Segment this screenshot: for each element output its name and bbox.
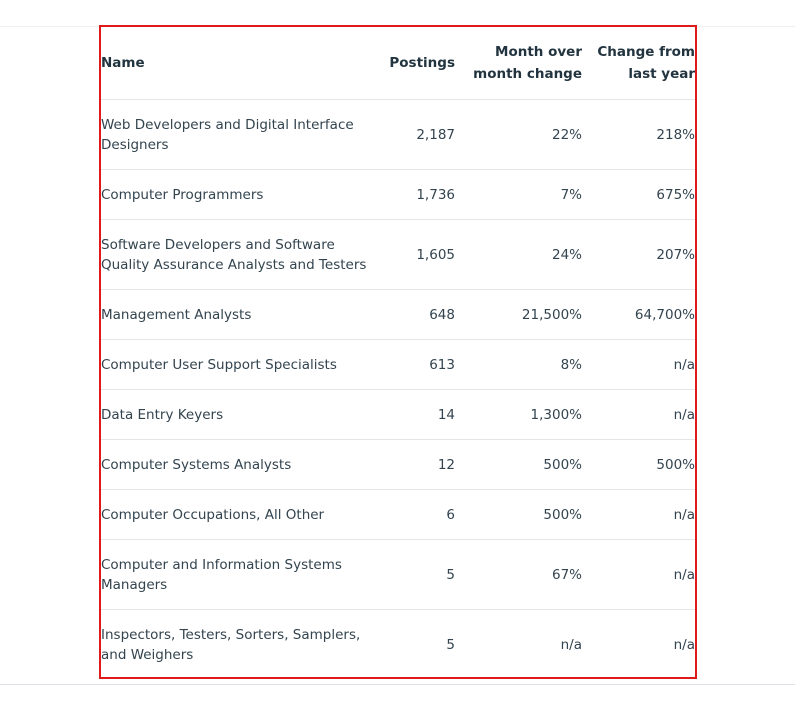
table-row: Computer Systems Analysts 12 500% 500% [101,439,695,490]
table-row: Management Analysts 648 21,500% 64,700% [101,289,695,340]
header-name[interactable]: Name [101,27,386,100]
cell-name: Computer and Information Systems Manager… [101,539,386,610]
table-row: Computer User Support Specialists 613 8%… [101,339,695,390]
cell-postings: 613 [386,339,455,390]
cell-mom: 500% [455,439,582,490]
cell-yoy: n/a [582,489,695,540]
cell-yoy: 675% [582,169,695,220]
cell-postings: 14 [386,389,455,440]
cell-name: Data Entry Keyers [101,389,386,440]
table-row: Computer Programmers 1,736 7% 675% [101,169,695,220]
header-yoy-line2: last year [628,66,695,82]
cell-mom: 24% [455,219,582,290]
bottom-divider [0,684,795,685]
cell-mom: 22% [455,99,582,170]
cell-mom: 21,500% [455,289,582,340]
cell-yoy: n/a [673,636,695,653]
cell-name: Management Analysts [101,289,386,340]
cell-mom: 7% [455,169,582,220]
cell-yoy: 64,700% [582,289,695,340]
cell-mom: 67% [455,539,582,610]
cell-postings: 5 [446,636,455,653]
cell-postings: 5 [386,539,455,610]
table-row: Computer Occupations, All Other 6 500% n… [101,489,695,540]
cell-postings: 6 [386,489,455,540]
cell-name: Inspectors, Testers, Sorters, Samplers, … [101,626,361,663]
cell-yoy: n/a [582,389,695,440]
cell-postings: 1,605 [386,219,455,290]
cell-name: Web Developers and Digital Interface Des… [101,99,386,170]
table-row: Inspectors, Testers, Sorters, Samplers, … [101,610,695,678]
cell-mom: n/a [560,636,582,653]
cell-postings: 2,187 [386,99,455,170]
table-row: Computer and Information Systems Manager… [101,539,695,610]
cell-yoy: 207% [582,219,695,290]
table-row: Web Developers and Digital Interface Des… [101,99,695,170]
cell-name: Computer Systems Analysts [101,439,386,490]
cell-mom: 1,300% [455,389,582,440]
header-change-from-last-year[interactable]: Change from last year [582,27,695,100]
cell-name: Computer Occupations, All Other [101,489,386,540]
cell-mom: 500% [455,489,582,540]
cell-postings: 648 [386,289,455,340]
header-postings[interactable]: Postings [386,27,455,100]
cell-mom: 8% [455,339,582,390]
header-month-over-month[interactable]: Month over month change [455,27,582,100]
header-mom-line1: Month over [495,44,582,60]
cell-name: Software Developers and Software Quality… [101,219,386,290]
highlighted-table-frame: Name Postings Month over month change Ch… [99,25,697,679]
table-row: Software Developers and Software Quality… [101,219,695,290]
cell-yoy: 218% [582,99,695,170]
header-yoy-line1: Change from [597,44,695,60]
occupation-postings-table: Name Postings Month over month change Ch… [101,27,695,678]
cell-postings: 1,736 [386,169,455,220]
cell-name: Computer User Support Specialists [101,339,386,390]
cell-name: Computer Programmers [101,169,386,220]
table-row: Data Entry Keyers 14 1,300% n/a [101,389,695,440]
cell-postings: 12 [386,439,455,490]
table-header-row: Name Postings Month over month change Ch… [101,27,695,100]
cell-yoy: n/a [582,539,695,610]
cell-yoy: 500% [582,439,695,490]
cell-yoy: n/a [582,339,695,390]
header-mom-line2: month change [473,66,582,82]
